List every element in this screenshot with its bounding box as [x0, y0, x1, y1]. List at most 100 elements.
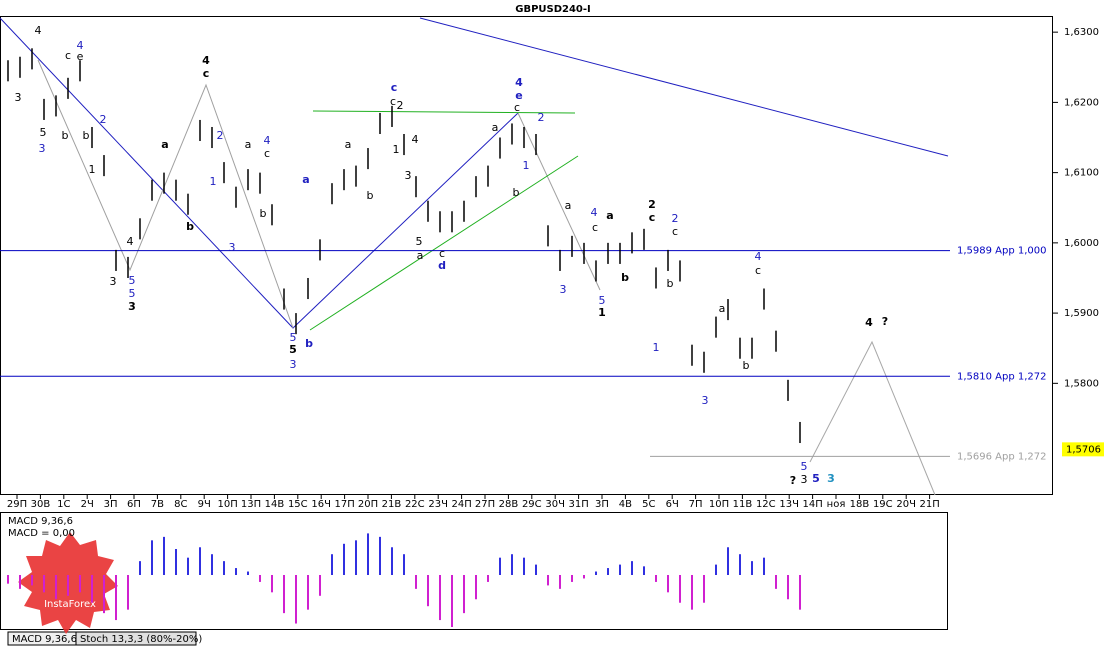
channel-line	[312, 110, 576, 114]
wave-label: a	[606, 209, 613, 222]
x-tick-label: 14В	[265, 499, 285, 510]
y-tick-label: 1,6300	[1064, 27, 1099, 38]
x-tick-label: 4В	[619, 499, 632, 510]
wave-label: 3	[801, 473, 808, 486]
wave-label: b	[743, 359, 750, 372]
wave-label: 3	[110, 275, 117, 288]
x-tick-label: 28В	[499, 499, 519, 510]
wave-label: c	[755, 264, 761, 277]
y-tick-label: 1,6000	[1064, 238, 1099, 249]
wave-label: 4	[77, 39, 84, 52]
wave-label: 5	[290, 331, 297, 344]
wave-label: 3	[560, 283, 567, 296]
x-tick-label: 31П	[568, 499, 588, 510]
wave-label: 5	[812, 472, 820, 485]
wave-label: ?	[882, 315, 888, 328]
x-tick-label: 29С	[522, 499, 542, 510]
wave-label: 2	[100, 113, 107, 126]
x-tick-label: 8С	[174, 499, 187, 510]
x-tick-label: 6П	[127, 499, 141, 510]
wave-label: e	[515, 89, 522, 102]
macd-title: MACD 9,36,6	[8, 516, 73, 527]
x-tick-label: 10П	[217, 499, 237, 510]
x-tick-label: 30В	[31, 499, 51, 510]
x-tick-label: 29П	[7, 499, 27, 510]
x-tick-label: 5С	[642, 499, 655, 510]
wave-label: 3	[128, 300, 136, 313]
price-frame	[0, 16, 1053, 495]
tab-label: Stoch 13,3,3 (80%-20%)	[80, 634, 202, 645]
wave-label: 1	[393, 143, 400, 156]
wave-label: a	[565, 199, 572, 212]
level-label: 1,5989 App 1,000	[957, 246, 1047, 257]
wave-label: 3	[290, 358, 297, 371]
x-tick-label: 16Ч	[311, 499, 331, 510]
x-tick-label: 6Ч	[666, 499, 679, 510]
x-tick-label: 7В	[151, 499, 164, 510]
wave-label: 1	[653, 341, 660, 354]
x-tick-label: 1С	[57, 499, 70, 510]
level-label: 1,5810 App 1,272	[957, 371, 1047, 382]
x-tick-label: 13Ч	[779, 499, 799, 510]
wave-label: 3	[39, 142, 46, 155]
x-tick-label: 11В	[733, 499, 753, 510]
wave-label: 4	[755, 250, 762, 263]
x-tick-label: 21П	[919, 499, 939, 510]
wave-label: 4	[865, 316, 873, 329]
current-price-box	[1062, 442, 1104, 457]
x-tick-label: 13П	[241, 499, 261, 510]
wave-label: 3	[229, 241, 236, 254]
trend-line	[419, 17, 949, 157]
wave-label: 1	[89, 163, 96, 176]
wave-label: a	[492, 121, 499, 134]
wave-label: 3	[702, 394, 709, 407]
wave-label: 5	[129, 287, 136, 300]
wave-label: c	[65, 49, 71, 62]
x-tick-label: 20П	[358, 499, 378, 510]
wave-label: c	[514, 101, 520, 114]
wave-label: c	[592, 221, 598, 234]
y-tick-label: 1,6200	[1064, 97, 1099, 108]
x-tick-label: 27П	[475, 499, 495, 510]
wave-label: e	[77, 50, 84, 63]
wave-label: b	[186, 220, 194, 233]
tab[interactable]	[75, 631, 197, 646]
wave-label: a	[302, 173, 309, 186]
x-tick-label: 2Ч	[81, 499, 94, 510]
y-tick-label: 1,5800	[1064, 378, 1099, 389]
wave-label: c	[203, 67, 210, 80]
x-tick-label: 21В	[382, 499, 402, 510]
level-label: 1,5696 App 1,272	[957, 451, 1047, 462]
x-tick-label: 23Ч	[428, 499, 448, 510]
y-tick-label: 1,5900	[1064, 308, 1099, 319]
wave-label: a	[345, 138, 352, 151]
x-tick-label: 17П	[334, 499, 354, 510]
x-tick-label: 22С	[405, 499, 425, 510]
projection-line	[809, 340, 936, 496]
channel-line	[309, 155, 579, 331]
wave-line	[517, 112, 601, 291]
x-tick-label: 19С	[873, 499, 893, 510]
watermark-text: InstaForex	[44, 599, 96, 610]
macd-value: MACD = 0,00	[8, 528, 75, 539]
wave-label: b	[667, 277, 674, 290]
current-price-label: 1,5706	[1066, 444, 1101, 455]
tabs: MACD 9,36,6 Stoch 13,3,3 (80%-20%)	[7, 631, 202, 646]
macd-frame	[0, 512, 948, 630]
x-tick-label: 15С	[288, 499, 308, 510]
wave-label: 1	[523, 159, 530, 172]
wave-label: b	[62, 129, 69, 142]
wave-label: a	[245, 138, 252, 151]
x-tick-label: 14П	[802, 499, 822, 510]
wave-label: b	[260, 207, 267, 220]
wave-label: a	[417, 249, 424, 262]
wave-label: b	[367, 189, 374, 202]
wave-label: b	[305, 337, 313, 350]
wave-label: 4	[127, 235, 134, 248]
x-tick-label: 3П	[104, 499, 118, 510]
wave-label: 2	[217, 129, 224, 142]
x-tick-label: 20Ч	[896, 499, 916, 510]
wave-label: ?	[790, 474, 796, 487]
